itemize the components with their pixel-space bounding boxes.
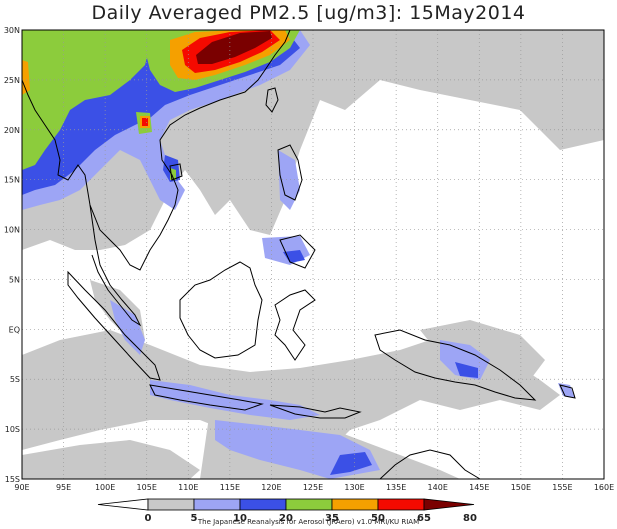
coast-mindanao: [279, 234, 316, 269]
lon-tick-label: 90E: [14, 483, 29, 492]
coastlines: [21, 29, 576, 480]
colorbar-tick-label: 20: [279, 513, 293, 524]
lat-tick-label: 20N: [4, 126, 20, 135]
latitude-labels: 30N 25N 20N 15N 10N 5N EQ 5S 10S 15S: [4, 26, 20, 484]
colorbar-labels: 0 5 10 20 35 50 65 80: [145, 513, 477, 524]
gray-band-southwest: [22, 440, 200, 479]
coast-taiwan: [265, 87, 279, 113]
coast-sumatra: [67, 270, 161, 381]
data-credit: The Japanese Reanalysis for Aerosol (JRA…: [197, 518, 420, 526]
colorbar-segment: [147, 498, 195, 511]
colorbar-tick-label: 35: [325, 513, 339, 524]
coast-hainan: [169, 163, 183, 181]
colorbar-tick-label: 80: [463, 513, 477, 524]
colorbar-tick-label: 10: [233, 513, 247, 524]
lightblue-luzon: [278, 150, 300, 210]
lon-tick-label: 145E: [469, 483, 489, 492]
colorbar-tick-label: 50: [371, 513, 385, 524]
colorbar-segment: [193, 498, 241, 511]
lon-tick-label: 100E: [95, 483, 115, 492]
lat-tick-label: 15S: [5, 475, 20, 484]
lon-tick-label: 160E: [594, 483, 614, 492]
coast-borneo: [179, 261, 263, 359]
coast-east-island: [559, 384, 576, 399]
lon-tick-label: 95E: [56, 483, 71, 492]
colorbar-tick-label: 5: [191, 513, 198, 524]
coast-lesser-sunda: [269, 404, 362, 419]
lat-tick-label: EQ: [9, 325, 20, 334]
lightblue-java: [150, 380, 320, 420]
lon-tick-label: 130E: [344, 483, 364, 492]
lon-tick-label: 135E: [386, 483, 406, 492]
colorbar-segment: [377, 498, 425, 511]
colorbar-segment: [285, 498, 333, 511]
lon-tick-label: 155E: [552, 483, 572, 492]
colorbar-min-triangle: [97, 498, 149, 511]
coast-malay-peninsula: [89, 204, 142, 327]
colorbar: [97, 498, 475, 511]
lon-tick-label: 125E: [303, 483, 323, 492]
colorbar-tick-label: 65: [417, 513, 431, 524]
lon-tick-label: 115E: [220, 483, 240, 492]
longitude-labels: 90E 95E 100E 105E 110E 115E 120E 125E 130E 135E 14…: [14, 483, 614, 492]
lon-tick-label: 110E: [178, 483, 198, 492]
lon-tick-label: 120E: [261, 483, 281, 492]
lat-tick-label: 5N: [9, 275, 20, 284]
coast-java: [149, 384, 264, 411]
colorbar-segment: [239, 498, 287, 511]
red-vietnam-dot: [142, 118, 148, 126]
green-north: [22, 30, 150, 170]
lon-tick-label: 140E: [428, 483, 448, 492]
lat-tick-label: 25N: [4, 76, 20, 85]
map-title: Daily Averaged PM2.5 [ug/m3]: 15May2014: [91, 2, 526, 24]
gray-band-south: [22, 330, 560, 460]
darkred-china: [196, 31, 272, 64]
lat-tick-label: 30N: [4, 26, 20, 35]
coast-asia-mainland: [21, 29, 291, 271]
colorbar-tick-label: 0: [145, 513, 152, 524]
lat-tick-label: 10S: [5, 425, 20, 434]
lon-tick-label: 150E: [511, 483, 531, 492]
coast-luzon: [277, 144, 303, 201]
lat-tick-label: 5S: [10, 375, 20, 384]
blue-png: [455, 362, 478, 378]
gray-band-east: [420, 320, 545, 380]
plot-frame: [21, 29, 605, 480]
blue-south: [330, 452, 372, 475]
coast-australia: [379, 449, 481, 480]
colorbar-segment: [331, 498, 379, 511]
colorbar-max-triangle: [423, 498, 475, 511]
lightblue-sumatra: [110, 300, 145, 355]
coast-new-guinea: [374, 329, 537, 401]
coast-sulawesi: [274, 289, 316, 361]
lon-tick-label: 105E: [137, 483, 157, 492]
lat-tick-label: 10N: [4, 226, 20, 235]
lat-tick-label: 15N: [4, 176, 20, 185]
